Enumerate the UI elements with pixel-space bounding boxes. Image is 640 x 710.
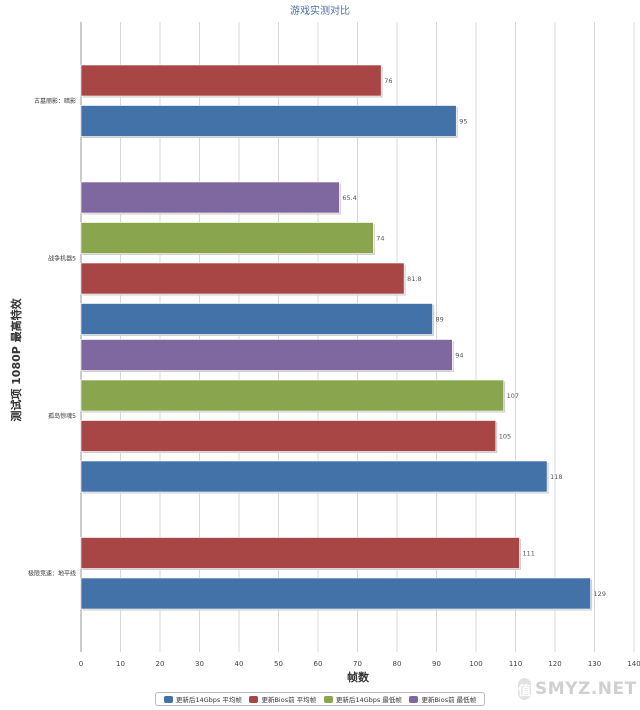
bar (80, 64, 382, 97)
legend-label: 更新Bios前 平均帧 (261, 696, 317, 704)
x-tick-label: 0 (79, 660, 83, 668)
legend-item[interactable]: 更新后14Gbps 平均帧 (163, 694, 242, 704)
watermark: 值 SMYZ.NET (518, 672, 636, 706)
bar (80, 222, 374, 254)
x-tick-label: 120 (548, 660, 561, 668)
legend-item[interactable]: 更新Bios前 平均帧 (249, 694, 316, 704)
labels: 76 95 65.4 74 81.8 89 94 107 105 118 111 129 (342, 77, 606, 598)
data-label: 129 (594, 590, 606, 598)
category-label: 极限竞速：地平线 (28, 569, 76, 577)
x-tick-label: 110 (509, 660, 522, 668)
x-tick-label: 30 (195, 660, 204, 668)
legend-swatch (409, 695, 419, 703)
legend-swatch (249, 695, 259, 703)
x-tick-labels: 0 10 20 30 40 50 60 70 80 90 100 110 120 130 140 (79, 660, 640, 668)
legend-swatch (163, 695, 173, 703)
legend-label: 更新后14Gbps 平均帧 (175, 696, 242, 704)
x-axis-title: 帧数 (347, 670, 370, 684)
x-tick-label: 130 (588, 660, 601, 668)
data-label: 111 (522, 550, 534, 558)
x-tick-label: 50 (274, 660, 283, 668)
legend-item[interactable]: 更新后14Gbps 最低帧 (323, 694, 402, 704)
data-label: 76 (384, 77, 392, 85)
x-tick-label: 40 (235, 660, 244, 668)
x-tick-label: 100 (469, 660, 482, 668)
category-label: 古墓丽影：暗影 (34, 97, 76, 105)
bar (80, 420, 497, 452)
data-label: 65.4 (342, 194, 356, 202)
x-tick-label: 90 (432, 660, 441, 668)
category-label: 孤岛惊魂5 (48, 412, 76, 420)
bar (80, 577, 591, 610)
x-tick-label: 70 (353, 660, 362, 668)
bar (80, 379, 504, 412)
bar (80, 303, 433, 335)
watermark-logo-icon: 值 (518, 678, 532, 700)
x-tick-label: 80 (393, 660, 402, 668)
legend-label: 更新Bios前 最低帧 (421, 696, 477, 704)
bars (80, 64, 593, 611)
data-label: 89 (436, 316, 444, 324)
bar (80, 339, 453, 371)
bar (80, 262, 405, 295)
chart: 游戏实测对比 76 95 65.4 74 81.8 89 94 107 105 118 111 129… (9, 4, 640, 684)
bar (80, 537, 520, 569)
data-label: 118 (550, 473, 562, 481)
x-tick-label: 20 (156, 660, 165, 668)
data-label: 107 (507, 392, 519, 400)
x-tick-label: 60 (314, 660, 323, 668)
category-label: 战争机器5 (48, 254, 76, 262)
data-label: 81.8 (407, 275, 421, 283)
legend-label: 更新后14Gbps 最低帧 (335, 696, 402, 704)
data-label: 94 (455, 352, 463, 360)
bar (80, 105, 457, 137)
legend-swatch (323, 695, 333, 703)
data-label: 105 (499, 433, 511, 441)
x-tick-label: 10 (116, 660, 125, 668)
bar (80, 460, 548, 493)
data-label: 74 (376, 235, 384, 243)
legend: 更新后14Gbps 平均帧 更新Bios前 平均帧 更新后14Gbps 最低帧 更新B… (155, 692, 485, 706)
x-tick-label: 140 (627, 660, 640, 668)
y-axis-title: 测试项 1080P 最高特效 (9, 297, 23, 421)
watermark-text: SMYZ.NET (535, 679, 637, 699)
chart-title: 游戏实测对比 (290, 4, 350, 17)
legend-item[interactable]: 更新Bios前 最低帧 (409, 694, 476, 704)
bar (80, 181, 340, 214)
data-label: 95 (459, 118, 467, 126)
